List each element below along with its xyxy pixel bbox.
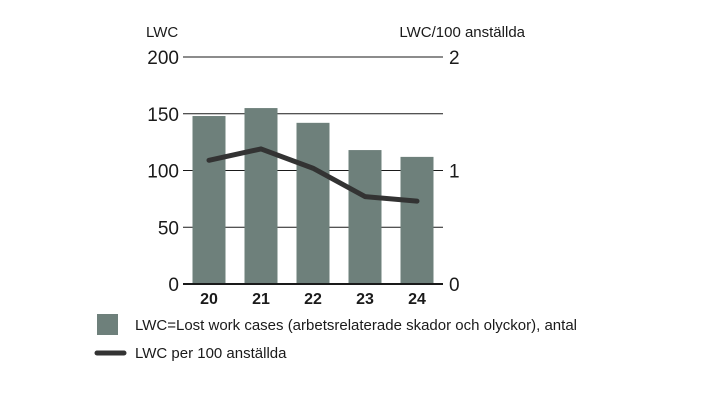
x-tick-label: 23 bbox=[356, 291, 374, 308]
bar-series bbox=[192, 108, 434, 285]
x-tick-label: 21 bbox=[252, 291, 270, 308]
y-left-tick-label: 200 bbox=[147, 48, 179, 69]
x-tick-label: 24 bbox=[408, 291, 426, 308]
y-left-tick-label: 150 bbox=[147, 105, 179, 126]
line-point bbox=[259, 146, 263, 151]
line-point bbox=[363, 194, 367, 199]
legend-bar-swatch bbox=[97, 314, 118, 335]
legend: LWC=Lost work cases (arbetsrelaterade sk… bbox=[94, 314, 577, 362]
bar bbox=[400, 156, 434, 284]
x-tick-label: 22 bbox=[304, 291, 322, 308]
line-point bbox=[415, 199, 419, 204]
line-point bbox=[311, 166, 315, 171]
line-series bbox=[206, 146, 420, 204]
y-right-tick-label: 0 bbox=[449, 275, 460, 296]
y-right-axis-title: LWC/100 anställda bbox=[399, 24, 525, 41]
line-point bbox=[207, 158, 211, 163]
y-right-tick-label: 2 bbox=[449, 48, 460, 69]
bar bbox=[348, 150, 382, 284]
y-left-tick-label: 100 bbox=[147, 162, 179, 183]
y-right-tick-label: 1 bbox=[449, 162, 460, 183]
bar bbox=[244, 108, 278, 284]
axes: LWC LWC/100 anställda 0 50 100 150 200 0 1 2 20 2… bbox=[146, 24, 526, 308]
bar bbox=[296, 122, 330, 284]
y-left-tick-label: 50 bbox=[158, 218, 179, 239]
legend-line-label: LWC per 100 anställda bbox=[135, 345, 287, 362]
x-tick-label: 20 bbox=[200, 291, 218, 308]
bar bbox=[192, 116, 226, 285]
y-left-axis-title: LWC bbox=[146, 24, 178, 41]
y-left-tick-label: 0 bbox=[168, 275, 179, 296]
legend-bar-label: LWC=Lost work cases (arbetsrelaterade sk… bbox=[135, 317, 577, 334]
